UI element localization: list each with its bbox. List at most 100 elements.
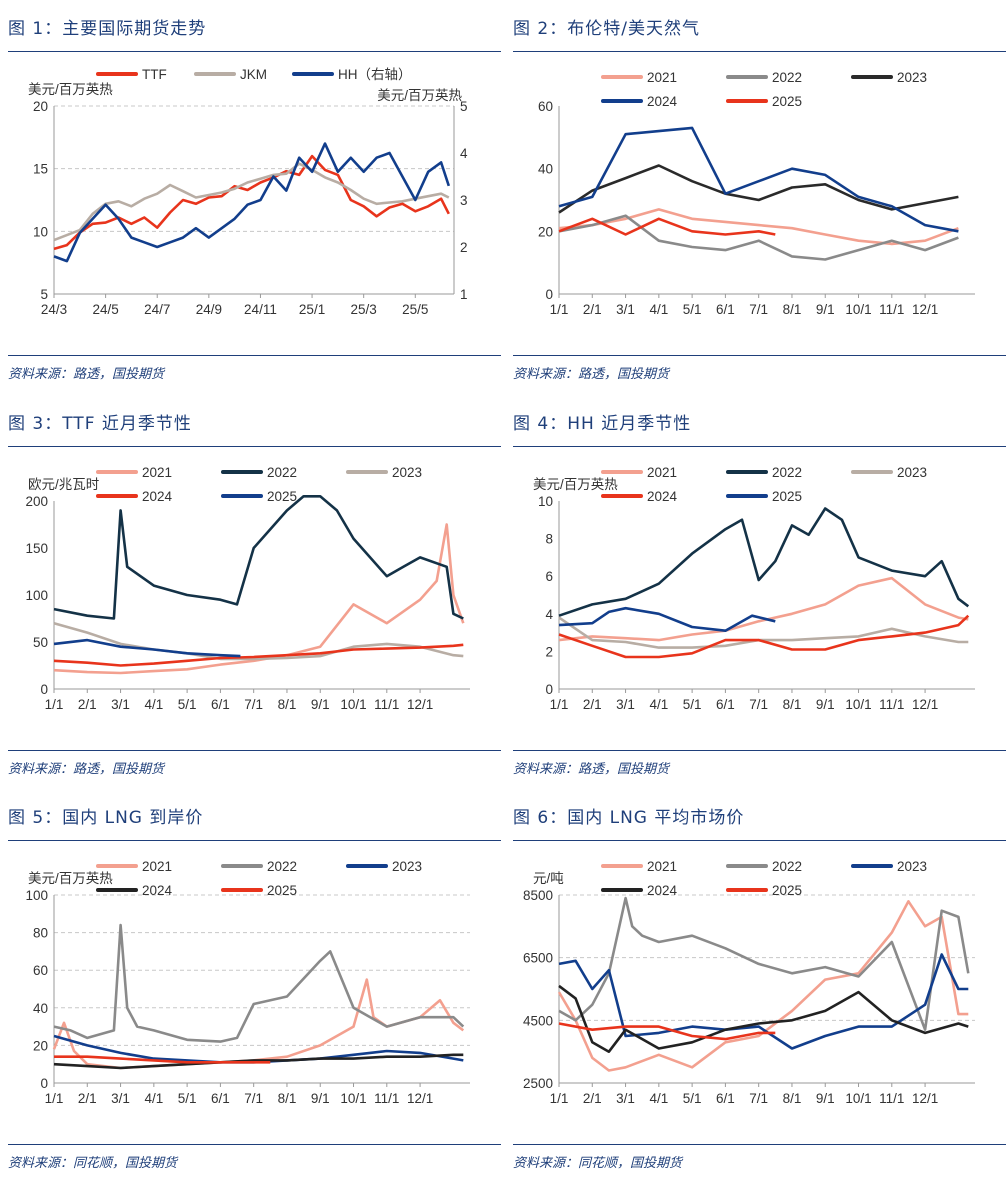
y-axis-title: 美元/百万英热 — [28, 870, 113, 886]
legend-label: HH（右轴） — [338, 67, 412, 82]
x-tick-label: 3/1 — [616, 302, 635, 317]
y-tick-label: 0 — [40, 1076, 48, 1091]
series-line — [53, 621, 464, 661]
x-tick-label: 3/1 — [111, 697, 130, 712]
chart-svg: 2500 4500 6500 8500 1/1 2/1 3/1 4/1 5/1 6/1 7/1 8/1… — [523, 859, 975, 1106]
y-tick-label: 4500 — [523, 1013, 553, 1028]
series-line — [53, 643, 464, 667]
title-rule — [513, 51, 1006, 52]
source-rule — [8, 1144, 501, 1145]
series-line — [558, 614, 970, 659]
x-tick-label: 11/1 — [879, 302, 904, 317]
legend-label: 2022 — [772, 465, 802, 480]
x-tick-label: 12/1 — [912, 1091, 938, 1106]
y-tick-label: 10 — [538, 494, 553, 509]
series-line — [558, 164, 959, 214]
x-tick-label: 5/1 — [178, 697, 197, 712]
y-tick-label: 0 — [545, 287, 553, 302]
y-tick-label: 0 — [40, 682, 48, 697]
x-tick-label: 10/1 — [340, 697, 366, 712]
x-tick-label: 5/1 — [683, 1091, 702, 1106]
series-line — [53, 923, 465, 1043]
legend-label: 2021 — [647, 465, 677, 480]
panel-4: 图 4：HH 近月季节性 0 2 4 6 8 10 1/1 2/1 3/1 4/1 5/1 6/1 7/… — [513, 395, 1006, 788]
legend-label: 2023 — [897, 70, 927, 85]
panel-1: 图 1：主要国际期货走势 5 10 15 20 1 2 3 4 5 24/3 24/5 24/7 24/… — [8, 0, 501, 393]
x-tick-label: 8/1 — [783, 1091, 802, 1106]
x-tick-label: 9/1 — [816, 697, 835, 712]
y2-tick-label: 5 — [460, 99, 468, 114]
y-tick-label: 20 — [538, 224, 553, 239]
legend-label: 2023 — [897, 465, 927, 480]
x-tick-label: 1/1 — [550, 1091, 569, 1106]
y-tick-label: 2 — [545, 644, 553, 659]
y-tick-label: 8 — [545, 532, 553, 547]
x-tick-label: 8/1 — [783, 697, 802, 712]
series-line — [558, 606, 776, 632]
legend-label: 2024 — [142, 883, 173, 898]
legend-label: TTF — [142, 67, 167, 82]
legend-label: 2023 — [392, 859, 422, 874]
source-rule — [8, 750, 501, 751]
series-line — [53, 495, 464, 620]
x-tick-label: 12/1 — [912, 697, 938, 712]
x-tick-label: 4/1 — [144, 1091, 163, 1106]
source-note: 资料来源：路透，国投期货 — [513, 367, 670, 382]
panel-title: 图 4：HH 近月季节性 — [513, 414, 692, 434]
series-line — [558, 126, 959, 233]
chart-svg: 0 20 40 60 80 100 1/1 2/1 3/1 4/1 5/1 6/1 7/1 8/1 9/1 1… — [25, 859, 470, 1106]
legend-label: 2023 — [392, 465, 422, 480]
y-tick-label: 100 — [25, 588, 48, 603]
title-rule — [8, 51, 501, 52]
x-tick-label: 6/1 — [716, 697, 735, 712]
x-tick-label: 7/1 — [749, 302, 768, 317]
x-tick-label: 6/1 — [716, 302, 735, 317]
x-tick-label: 9/1 — [816, 1091, 835, 1106]
source-note: 资料来源：同花顺，国投期货 — [8, 1156, 178, 1171]
y2-axis-title: 美元/百万英热 — [377, 87, 462, 103]
x-tick-label: 1/1 — [45, 697, 64, 712]
y-tick-label: 40 — [538, 162, 553, 177]
x-tick-label: 3/1 — [616, 697, 635, 712]
y-tick-label: 4 — [545, 607, 553, 622]
panel-title: 图 3：TTF 近月季节性 — [8, 414, 192, 434]
x-tick-label: 4/1 — [649, 697, 668, 712]
x-tick-label: 10/1 — [845, 302, 871, 317]
y-tick-label: 0 — [545, 682, 553, 697]
legend-label: 2025 — [772, 94, 802, 109]
y-tick-label: 6500 — [523, 951, 553, 966]
panel-title: 图 5：国内 LNG 到岸价 — [8, 808, 204, 828]
x-tick-label: 7/1 — [244, 697, 263, 712]
x-tick-label: 24/3 — [41, 302, 67, 317]
source-rule — [513, 355, 1006, 356]
y-tick-label: 150 — [25, 541, 48, 556]
title-rule — [8, 840, 501, 841]
x-tick-label: 1/1 — [550, 302, 569, 317]
x-tick-label: 24/7 — [144, 302, 170, 317]
title-rule — [513, 840, 1006, 841]
legend-label: 2024 — [647, 94, 678, 109]
x-tick-label: 24/11 — [244, 302, 277, 317]
y-tick-label: 80 — [33, 926, 48, 941]
panel-3: 图 3：TTF 近月季节性 0 50 100 150 200 1/1 2/1 3/1 4/1 5/… — [8, 395, 501, 788]
x-tick-label: 2/1 — [78, 1091, 97, 1106]
x-tick-label: 12/1 — [407, 697, 433, 712]
x-tick-label: 2/1 — [78, 697, 97, 712]
x-tick-label: 12/1 — [407, 1091, 433, 1106]
x-tick-label: 6/1 — [716, 1091, 735, 1106]
y-axis-title: 美元/百万英热 — [28, 81, 113, 97]
legend-label: 2021 — [647, 70, 677, 85]
panel-title: 图 1：主要国际期货走势 — [8, 19, 207, 39]
y2-tick-label: 4 — [460, 146, 468, 161]
x-tick-label: 4/1 — [649, 1091, 668, 1106]
series-line — [53, 154, 450, 251]
series-line — [558, 984, 969, 1053]
y-tick-label: 6 — [545, 569, 553, 584]
y-tick-label: 60 — [538, 99, 553, 114]
panel-2: 图 2：布伦特/美天然气 0 20 40 60 1/1 2/1 3/1 4/1 5/1 6/1 7/… — [513, 0, 1006, 393]
panel-6: 图 6：国内 LNG 平均市场价 2500 4500 6500 8500 1/1 2/1 3… — [513, 789, 1006, 1182]
series-line — [558, 214, 959, 261]
x-tick-label: 10/1 — [845, 697, 871, 712]
y-tick-label: 8500 — [523, 888, 553, 903]
series-line — [53, 1053, 464, 1070]
